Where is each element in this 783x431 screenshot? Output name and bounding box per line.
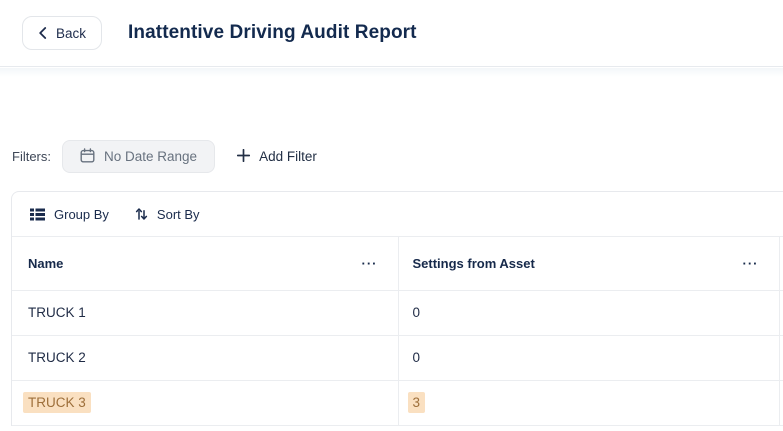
cell-clipped — [779, 290, 783, 336]
back-button[interactable]: Back — [22, 16, 103, 50]
chevron-left-icon — [38, 27, 47, 39]
date-range-filter-button[interactable]: No Date Range — [62, 140, 216, 173]
column-menu-icon[interactable]: ··· — [361, 255, 378, 271]
table-row: TRUCK 3 3 — [12, 380, 783, 426]
sort-by-label: Sort By — [156, 206, 200, 222]
back-button-label: Back — [56, 25, 87, 41]
add-filter-label: Add Filter — [259, 149, 317, 164]
cell-settings: 3 — [398, 380, 780, 426]
cell-settings: 0 — [398, 335, 780, 381]
column-header-name-label: Name — [28, 255, 64, 271]
date-range-filter-label: No Date Range — [104, 149, 198, 164]
add-filter-button[interactable]: Add Filter — [229, 140, 325, 173]
cell-clipped — [779, 380, 783, 426]
highlighted-value: TRUCK 3 — [23, 392, 91, 413]
calendar-icon — [80, 147, 95, 166]
column-header-clipped — [779, 237, 783, 291]
table-row: TRUCK 2 0 — [12, 335, 783, 381]
sort-by-button[interactable]: Sort By — [133, 203, 202, 226]
column-header-name: Name ··· — [12, 237, 399, 291]
header-shadow — [0, 68, 783, 77]
column-header-settings: Settings from Asset ··· — [398, 237, 780, 291]
table-header-row: Name ··· Settings from Asset ··· — [12, 237, 783, 291]
report-table: Name ··· Settings from Asset ··· — [12, 236, 783, 426]
cell-name: TRUCK 3 — [12, 380, 399, 426]
cell-clipped — [779, 335, 783, 381]
filters-label: Filters: — [12, 149, 51, 164]
column-header-settings-label: Settings from Asset — [412, 255, 535, 271]
group-by-label: Group By — [54, 206, 109, 222]
group-by-button[interactable]: Group By — [28, 203, 111, 226]
page-title: Inattentive Driving Audit Report — [128, 22, 417, 43]
cell-name: TRUCK 2 — [12, 335, 399, 381]
report-table-card: Group By Sort By Name ··· — [11, 191, 783, 426]
table-toolbar: Group By Sort By — [12, 192, 783, 236]
table-row: TRUCK 1 0 — [12, 290, 783, 336]
cell-settings: 0 — [398, 290, 780, 336]
column-menu-icon[interactable]: ··· — [742, 255, 759, 271]
group-rows-icon — [30, 208, 45, 221]
highlighted-value: 3 — [407, 392, 426, 413]
page-header: Back Inattentive Driving Audit Report — [0, 0, 783, 67]
sort-arrows-icon — [135, 207, 148, 221]
filters-bar: Filters: No Date Range Add Filter — [12, 140, 325, 173]
plus-icon — [237, 148, 251, 165]
cell-name: TRUCK 1 — [12, 290, 399, 336]
